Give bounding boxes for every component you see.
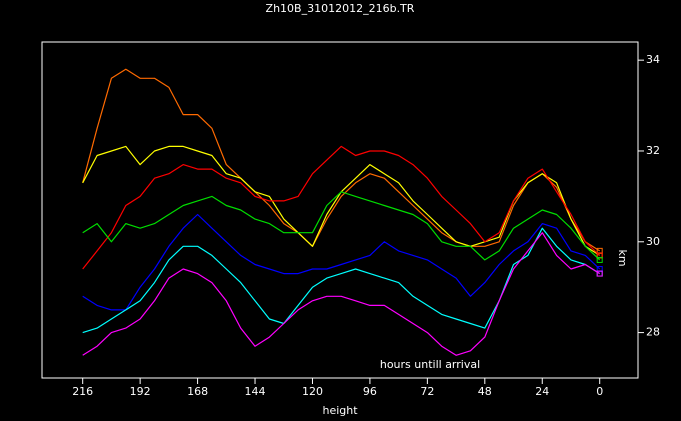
- y-tick-label: 28: [646, 326, 660, 339]
- series-line: [82, 145, 601, 256]
- x-axis-label: height: [322, 404, 358, 417]
- x-tick-label: 168: [187, 385, 208, 398]
- annotation: hours untill arrival: [380, 358, 480, 371]
- y-tick-label: 34: [646, 53, 660, 66]
- series-line: [82, 145, 601, 270]
- x-tick-label: 144: [245, 385, 266, 398]
- x-tick-label: 48: [478, 385, 492, 398]
- series-line: [82, 227, 601, 334]
- x-tick-label: 120: [302, 385, 323, 398]
- end-marker: [596, 256, 603, 263]
- x-tick-label: 96: [363, 385, 377, 398]
- x-tick-label: 192: [130, 385, 151, 398]
- y-tick-label: 30: [646, 235, 660, 248]
- series-line: [82, 191, 601, 261]
- plot-frame: [41, 41, 639, 379]
- y-axis-label: km: [616, 249, 629, 266]
- x-tick-label: 72: [420, 385, 434, 398]
- x-tick-label: 0: [596, 385, 603, 398]
- chart-title: Zh10B_31012012_216b.TR: [266, 2, 415, 15]
- end-marker: [596, 270, 603, 277]
- x-tick-label: 216: [72, 385, 93, 398]
- x-tick-label: 24: [535, 385, 549, 398]
- series-line: [82, 213, 601, 311]
- series-line: [82, 232, 601, 356]
- y-tick-label: 32: [646, 144, 660, 157]
- series-line: [82, 68, 601, 252]
